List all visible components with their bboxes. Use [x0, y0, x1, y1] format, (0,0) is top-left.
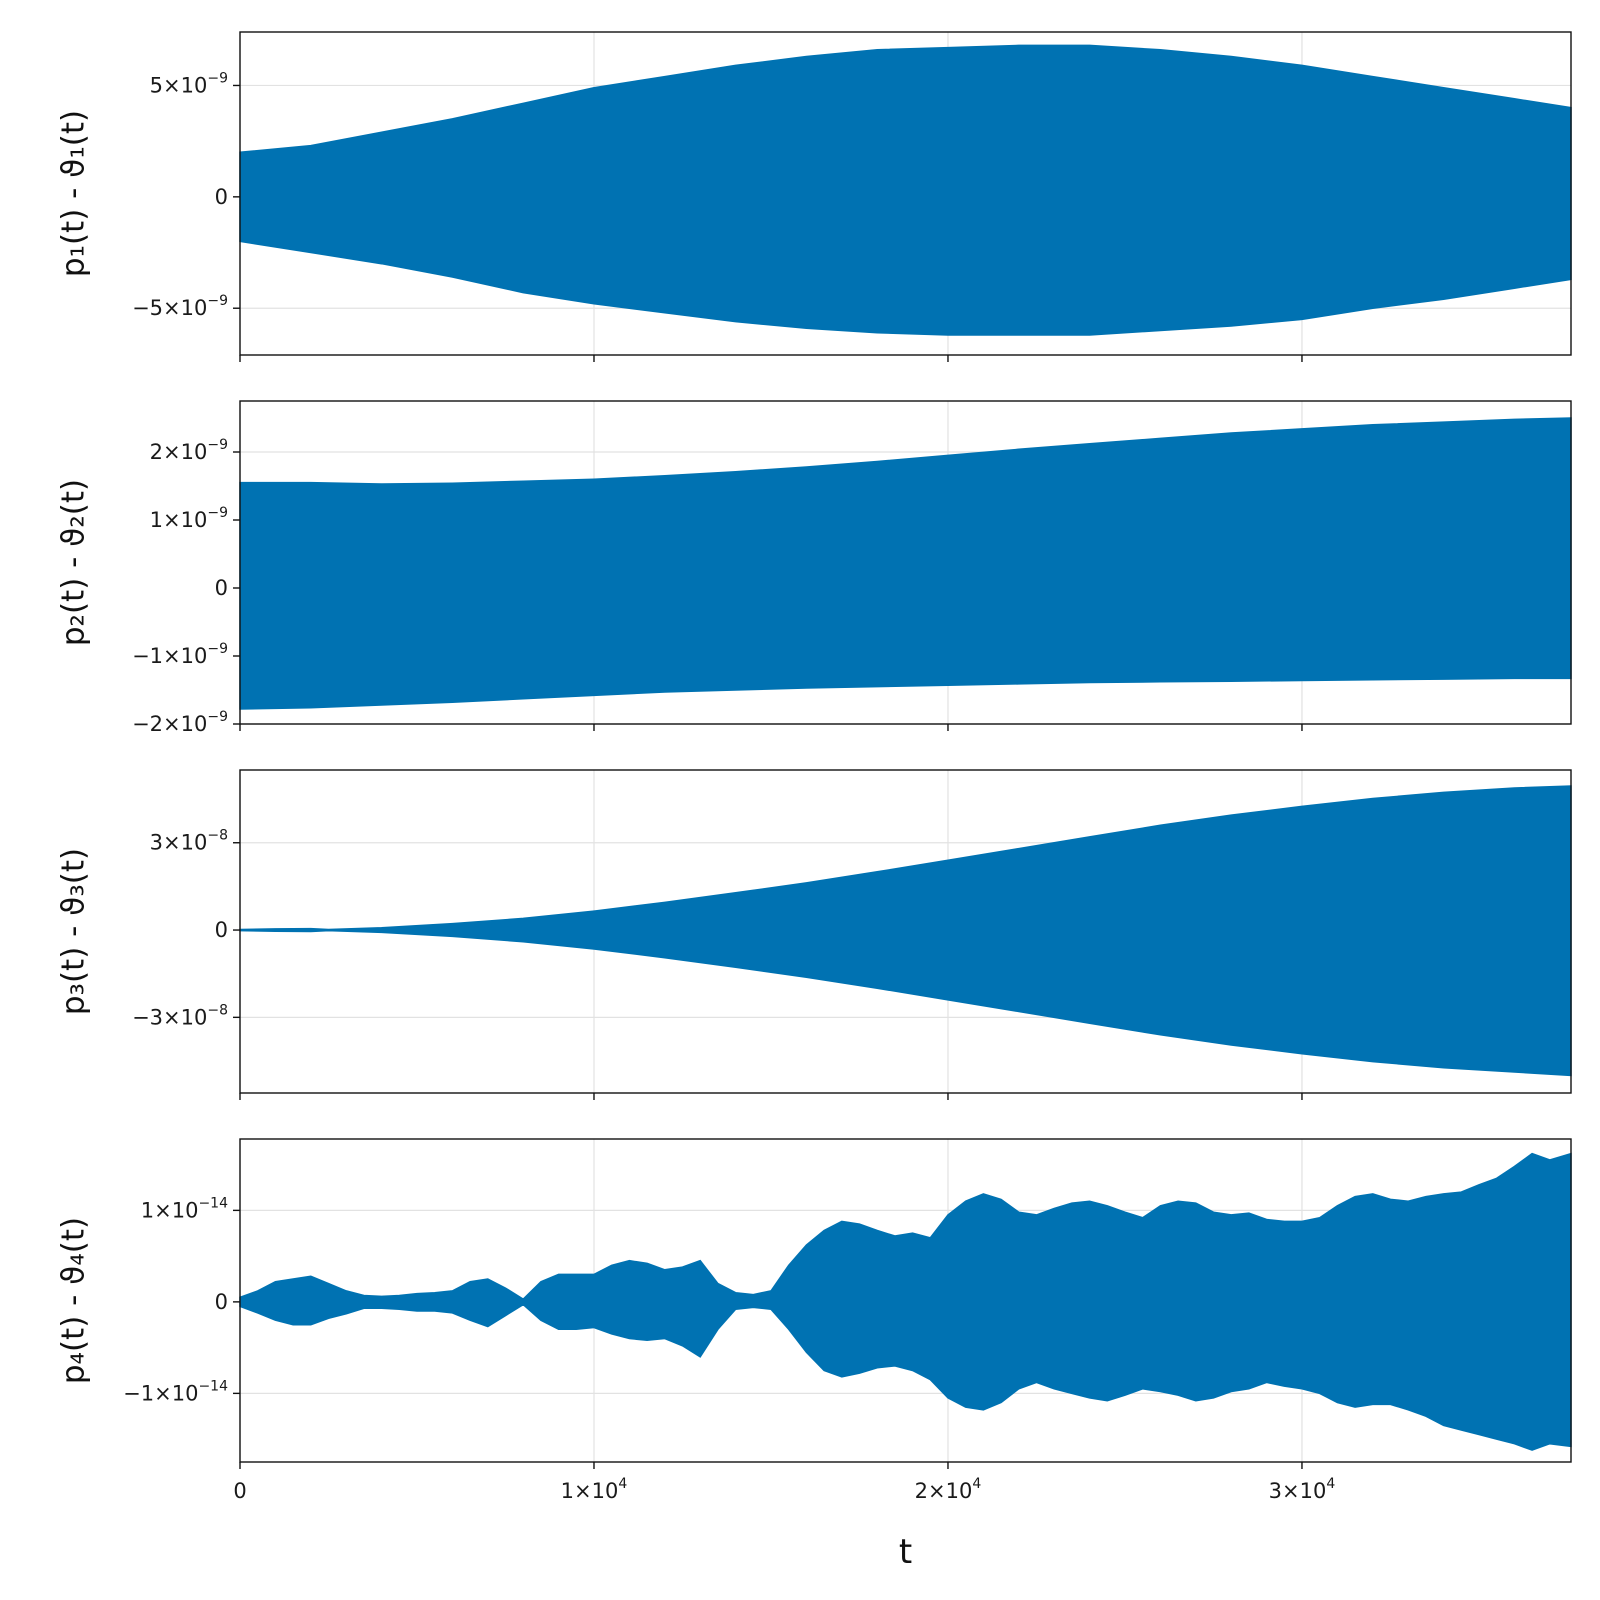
series-band: [239, 417, 1572, 710]
panel-2: 2×10−9 1×10−9 0 −1×10−9 −2×10−9 p₂(t) - ϑ₂(t): [56, 400, 1572, 736]
y-tick-label: 2×10−9: [150, 437, 228, 464]
y-tick-label: 0: [215, 576, 228, 600]
y-axis-label: p₁(t) - ϑ₁(t): [56, 110, 92, 277]
panel-1: 5×10−9 0 −5×10−9 p₁(t) - ϑ₁(t): [56, 31, 1572, 362]
series-band: [239, 1152, 1572, 1451]
y-tick-label: −1×10−14: [123, 1378, 228, 1405]
y-axis-label: p₃(t) - ϑ₃(t): [56, 848, 92, 1015]
y-axis-label: p₄(t) - ϑ₄(t): [56, 1217, 92, 1384]
y-tick-label: −3×10−8: [132, 1002, 228, 1029]
panel-3: 3×10−8 0 −3×10−8 p₃(t) - ϑ₃(t): [56, 769, 1572, 1100]
series-band: [239, 44, 1572, 336]
y-tick-label: −5×10−9: [132, 293, 228, 320]
x-tick-label: 0: [233, 1479, 246, 1503]
y-axis-label: p₂(t) - ϑ₂(t): [56, 479, 92, 646]
plot-frame: [239, 31, 1572, 356]
y-tick-label: 3×10−8: [150, 828, 228, 855]
series-band: [239, 785, 1572, 1077]
x-tick-label: 3×104: [1269, 1476, 1336, 1503]
y-tick-label: −2×10−9: [132, 709, 228, 736]
y-tick-label: 5×10−9: [150, 70, 228, 97]
y-tick-label: 1×10−14: [141, 1195, 228, 1222]
plot-frame: [239, 769, 1572, 1094]
panel-4: 1×10−14 0 −1×10−14 0 1×104 2×104 3×104 p₄(t) - …: [56, 1138, 1572, 1572]
plot-frame: [239, 1138, 1572, 1463]
y-tick-label: 0: [215, 1290, 228, 1314]
x-axis-label: t: [899, 1532, 912, 1572]
y-tick-label: 0: [215, 918, 228, 942]
y-tick-label: 1×10−9: [150, 505, 228, 532]
x-tick-label: 2×104: [915, 1476, 982, 1503]
y-tick-label: 0: [215, 185, 228, 209]
y-tick-label: −1×10−9: [132, 641, 228, 668]
plot-frame: [239, 400, 1572, 725]
x-tick-label: 1×104: [561, 1476, 628, 1503]
